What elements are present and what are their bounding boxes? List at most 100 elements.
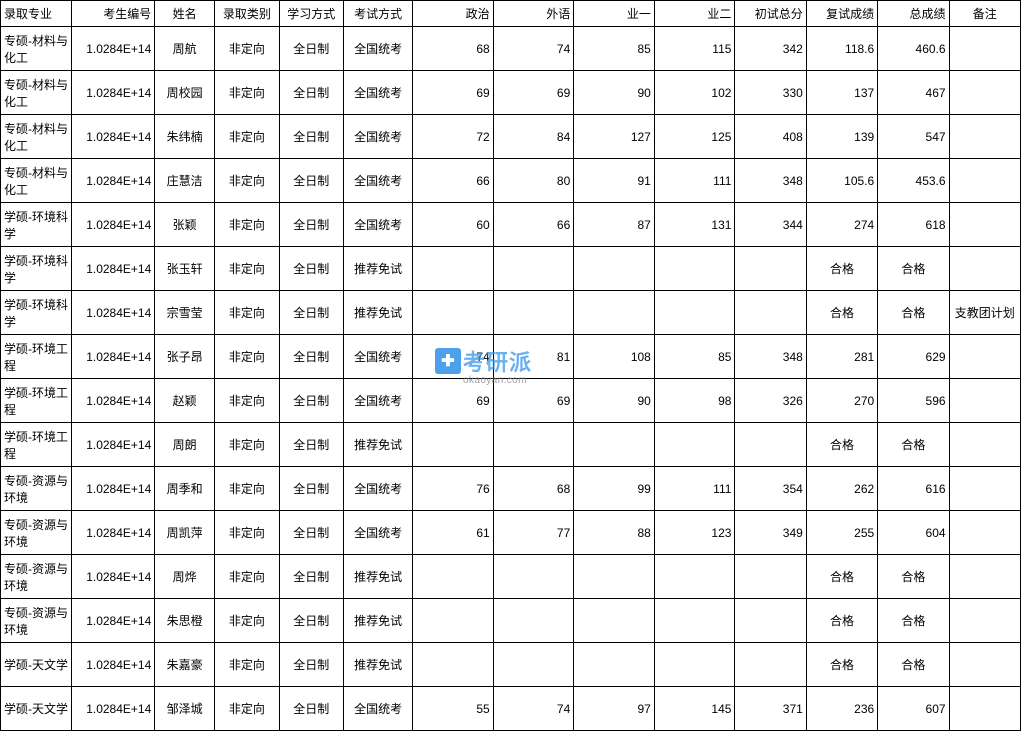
table-cell: 非定向 bbox=[215, 335, 279, 379]
table-cell: 66 bbox=[493, 203, 574, 247]
table-cell bbox=[574, 247, 655, 291]
table-body: 专硕-材料与化工1.0284E+14周航非定向全日制全国统考6874851153… bbox=[1, 27, 1021, 731]
table-cell: 99 bbox=[574, 467, 655, 511]
table-cell: 非定向 bbox=[215, 247, 279, 291]
table-cell bbox=[949, 115, 1020, 159]
table-row: 专硕-资源与环境1.0284E+14周季和非定向全日制全国统考766899111… bbox=[1, 467, 1021, 511]
column-header: 复试成绩 bbox=[806, 1, 877, 27]
table-cell: 84 bbox=[493, 115, 574, 159]
table-cell: 全日制 bbox=[279, 511, 343, 555]
table-cell: 76 bbox=[413, 467, 494, 511]
table-cell: 111 bbox=[654, 467, 735, 511]
table-cell: 123 bbox=[654, 511, 735, 555]
table-cell: 全国统考 bbox=[344, 203, 413, 247]
table-cell: 90 bbox=[574, 379, 655, 423]
table-cell: 330 bbox=[735, 71, 806, 115]
table-cell: 全日制 bbox=[279, 203, 343, 247]
table-cell: 推荐免试 bbox=[344, 643, 413, 687]
table-cell: 合格 bbox=[878, 643, 949, 687]
table-cell: 周航 bbox=[155, 27, 215, 71]
table-cell: 69 bbox=[413, 379, 494, 423]
table-cell bbox=[735, 599, 806, 643]
table-cell: 77 bbox=[493, 511, 574, 555]
table-cell: 全国统考 bbox=[344, 71, 413, 115]
table-row: 学硕-环境工程1.0284E+14赵颖非定向全日制全国统考69699098326… bbox=[1, 379, 1021, 423]
table-cell: 专硕-材料与化工 bbox=[1, 115, 72, 159]
table-cell bbox=[949, 247, 1020, 291]
table-cell: 非定向 bbox=[215, 423, 279, 467]
table-cell bbox=[574, 291, 655, 335]
table-cell: 115 bbox=[654, 27, 735, 71]
table-cell: 非定向 bbox=[215, 555, 279, 599]
table-cell: 1.0284E+14 bbox=[72, 247, 155, 291]
table-cell: 348 bbox=[735, 335, 806, 379]
table-cell bbox=[949, 687, 1020, 731]
table-cell: 学硕-环境科学 bbox=[1, 291, 72, 335]
table-cell: 周校园 bbox=[155, 71, 215, 115]
table-cell: 607 bbox=[878, 687, 949, 731]
table-cell: 1.0284E+14 bbox=[72, 467, 155, 511]
table-cell: 合格 bbox=[806, 423, 877, 467]
column-header: 考生编号 bbox=[72, 1, 155, 27]
table-cell: 85 bbox=[574, 27, 655, 71]
table-cell bbox=[493, 643, 574, 687]
table-cell: 1.0284E+14 bbox=[72, 687, 155, 731]
table-cell: 推荐免试 bbox=[344, 599, 413, 643]
table-cell bbox=[574, 423, 655, 467]
table-cell bbox=[413, 291, 494, 335]
table-cell: 专硕-材料与化工 bbox=[1, 27, 72, 71]
table-cell: 合格 bbox=[806, 599, 877, 643]
table-row: 专硕-材料与化工1.0284E+14庄慧洁非定向全日制全国统考668091111… bbox=[1, 159, 1021, 203]
table-cell: 460.6 bbox=[878, 27, 949, 71]
table-cell bbox=[493, 291, 574, 335]
table-cell: 全国统考 bbox=[344, 467, 413, 511]
table-cell: 91 bbox=[574, 159, 655, 203]
table-cell: 68 bbox=[413, 27, 494, 71]
table-cell: 周季和 bbox=[155, 467, 215, 511]
table-row: 学硕-天文学1.0284E+14朱嘉豪非定向全日制推荐免试合格合格 bbox=[1, 643, 1021, 687]
table-cell: 全国统考 bbox=[344, 159, 413, 203]
table-cell: 赵颖 bbox=[155, 379, 215, 423]
table-cell: 全日制 bbox=[279, 599, 343, 643]
table-cell: 255 bbox=[806, 511, 877, 555]
table-cell bbox=[949, 555, 1020, 599]
table-cell: 学硕-环境科学 bbox=[1, 247, 72, 291]
table-row: 专硕-材料与化工1.0284E+14周校园非定向全日制全国统考696990102… bbox=[1, 71, 1021, 115]
table-cell: 全日制 bbox=[279, 335, 343, 379]
table-cell: 推荐免试 bbox=[344, 423, 413, 467]
table-cell bbox=[949, 71, 1020, 115]
table-cell: 1.0284E+14 bbox=[72, 423, 155, 467]
table-cell: 非定向 bbox=[215, 687, 279, 731]
table-cell: 1.0284E+14 bbox=[72, 379, 155, 423]
column-header: 业二 bbox=[654, 1, 735, 27]
admission-score-table: 录取专业考生编号姓名录取类别学习方式考试方式政治外语业一业二初试总分复试成绩总成… bbox=[0, 0, 1021, 731]
table-cell bbox=[949, 379, 1020, 423]
table-cell: 145 bbox=[654, 687, 735, 731]
table-cell: 学硕-天文学 bbox=[1, 643, 72, 687]
table-cell: 学硕-环境科学 bbox=[1, 203, 72, 247]
table-cell: 125 bbox=[654, 115, 735, 159]
table-cell: 344 bbox=[735, 203, 806, 247]
table-cell: 非定向 bbox=[215, 27, 279, 71]
table-cell: 97 bbox=[574, 687, 655, 731]
table-cell: 74 bbox=[493, 687, 574, 731]
table-cell: 85 bbox=[654, 335, 735, 379]
table-cell: 127 bbox=[574, 115, 655, 159]
table-cell: 专硕-资源与环境 bbox=[1, 467, 72, 511]
table-cell bbox=[735, 555, 806, 599]
column-header: 外语 bbox=[493, 1, 574, 27]
table-row: 学硕-环境工程1.0284E+14周朗非定向全日制推荐免试合格合格 bbox=[1, 423, 1021, 467]
table-cell: 周烨 bbox=[155, 555, 215, 599]
table-cell: 236 bbox=[806, 687, 877, 731]
table-cell: 合格 bbox=[806, 555, 877, 599]
table-row: 学硕-天文学1.0284E+14邹泽城非定向全日制全国统考55749714537… bbox=[1, 687, 1021, 731]
table-cell: 66 bbox=[413, 159, 494, 203]
table-cell: 1.0284E+14 bbox=[72, 203, 155, 247]
table-cell: 281 bbox=[806, 335, 877, 379]
column-header: 录取专业 bbox=[1, 1, 72, 27]
table-cell: 全日制 bbox=[279, 291, 343, 335]
column-header: 录取类别 bbox=[215, 1, 279, 27]
table-cell: 1.0284E+14 bbox=[72, 159, 155, 203]
table-cell bbox=[654, 247, 735, 291]
column-header: 考试方式 bbox=[344, 1, 413, 27]
